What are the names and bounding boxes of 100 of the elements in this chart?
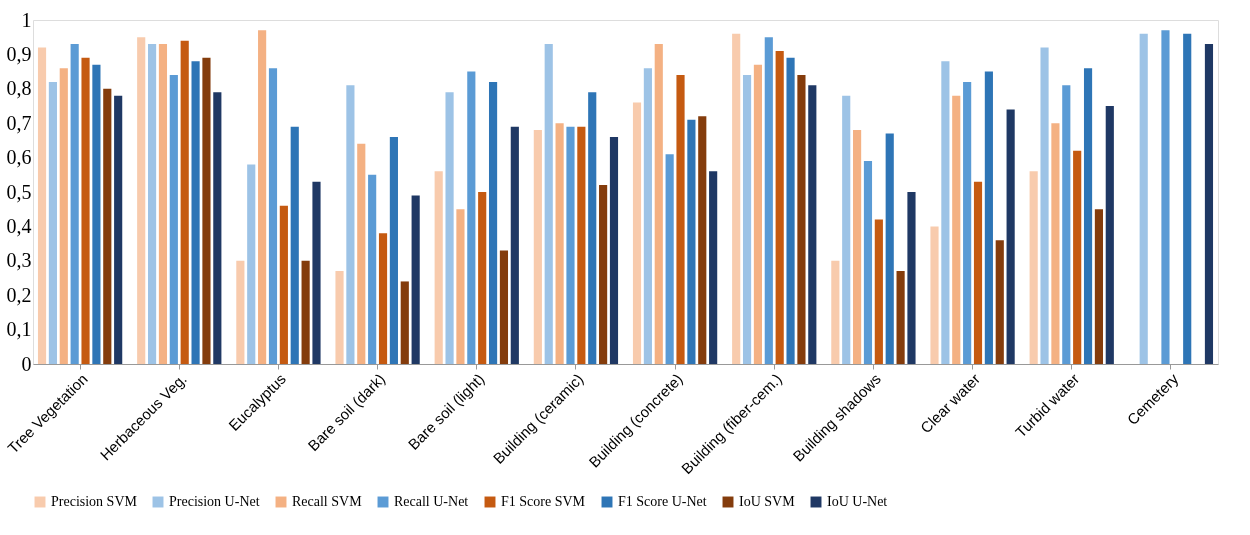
legend-label: F1 Score U-Net xyxy=(618,494,707,509)
bar xyxy=(236,260,245,364)
bar xyxy=(312,181,321,364)
bar xyxy=(533,130,542,364)
bar xyxy=(544,44,553,364)
bar xyxy=(1139,33,1148,364)
bar xyxy=(114,95,123,364)
bar xyxy=(1083,68,1093,364)
bar xyxy=(941,61,950,364)
legend-label: IoU SVM xyxy=(739,494,796,509)
bar xyxy=(1062,85,1071,364)
bar xyxy=(654,44,663,364)
legend-label: F1 Score SVM xyxy=(501,494,586,509)
bar xyxy=(411,195,420,364)
bar xyxy=(963,81,972,364)
bar xyxy=(378,233,388,364)
bar xyxy=(588,92,597,364)
bar xyxy=(609,136,619,364)
bar xyxy=(510,126,519,364)
bar xyxy=(665,154,674,364)
bar xyxy=(753,64,763,364)
bar xyxy=(445,92,454,364)
bar xyxy=(346,85,355,364)
bar xyxy=(874,219,883,364)
bar xyxy=(808,85,817,364)
bar xyxy=(1073,150,1082,364)
bar xyxy=(48,81,57,364)
bar xyxy=(896,271,905,364)
bar xyxy=(191,61,200,364)
bar xyxy=(169,75,178,364)
bar xyxy=(59,68,68,364)
bar xyxy=(1040,47,1049,364)
bar xyxy=(389,136,398,364)
bar xyxy=(1204,44,1214,364)
y-tick-label: 0,6 xyxy=(6,146,32,169)
bar xyxy=(357,143,366,364)
bar xyxy=(643,68,652,364)
bar xyxy=(70,44,79,364)
y-tick-label: 1 xyxy=(21,8,32,31)
bar xyxy=(842,95,851,364)
bar xyxy=(158,44,168,364)
bar xyxy=(1161,30,1170,364)
bar xyxy=(698,116,707,364)
bar xyxy=(400,281,409,364)
bar xyxy=(103,88,112,364)
y-tick-label: 0,4 xyxy=(6,214,32,237)
bar xyxy=(952,95,961,364)
bar xyxy=(885,133,894,364)
bar xyxy=(92,64,101,364)
bar xyxy=(467,71,476,364)
bar xyxy=(456,209,465,364)
legend-label: Recall U-Net xyxy=(394,494,469,509)
bar xyxy=(81,57,90,364)
bar xyxy=(853,130,862,364)
bar xyxy=(831,260,840,364)
bar xyxy=(555,123,564,364)
bar xyxy=(797,75,806,364)
bar xyxy=(775,50,784,364)
bar xyxy=(742,75,752,364)
bar xyxy=(577,126,586,364)
bar xyxy=(488,81,498,364)
y-tick-label: 0,9 xyxy=(6,42,32,65)
bar xyxy=(268,68,278,364)
bar xyxy=(732,33,741,364)
bar xyxy=(676,75,685,364)
bar xyxy=(247,164,256,364)
bar xyxy=(499,250,509,364)
bar xyxy=(1029,171,1038,364)
y-tick-label: 0,2 xyxy=(6,283,32,306)
y-tick-label: 0 xyxy=(21,352,32,375)
bar xyxy=(1051,123,1060,364)
bar xyxy=(786,57,795,364)
bar xyxy=(258,30,267,364)
bar xyxy=(1105,106,1114,364)
bar xyxy=(213,92,222,364)
bar xyxy=(301,260,310,364)
bar xyxy=(995,240,1004,364)
bar xyxy=(137,37,146,364)
legend-label: Recall SVM xyxy=(292,494,363,509)
y-tick-label: 0,7 xyxy=(6,111,32,134)
legend-label: Precision SVM xyxy=(51,494,138,509)
bar xyxy=(37,47,47,364)
bar xyxy=(1006,109,1015,364)
bar xyxy=(202,57,211,364)
bar xyxy=(335,271,344,364)
legend-label: IoU U-Net xyxy=(827,494,888,509)
bar xyxy=(764,37,773,364)
legend-label: Precision U-Net xyxy=(169,494,260,509)
bar xyxy=(566,126,575,364)
bar xyxy=(632,102,642,364)
bar xyxy=(148,44,157,364)
y-tick-label: 0,8 xyxy=(6,77,32,100)
bar xyxy=(290,126,299,364)
bar xyxy=(687,119,696,364)
bar xyxy=(973,181,983,364)
bar xyxy=(863,161,873,364)
bar xyxy=(478,192,487,364)
bar xyxy=(180,40,189,364)
bar xyxy=(279,205,288,364)
y-tick-label: 0,5 xyxy=(6,180,32,203)
